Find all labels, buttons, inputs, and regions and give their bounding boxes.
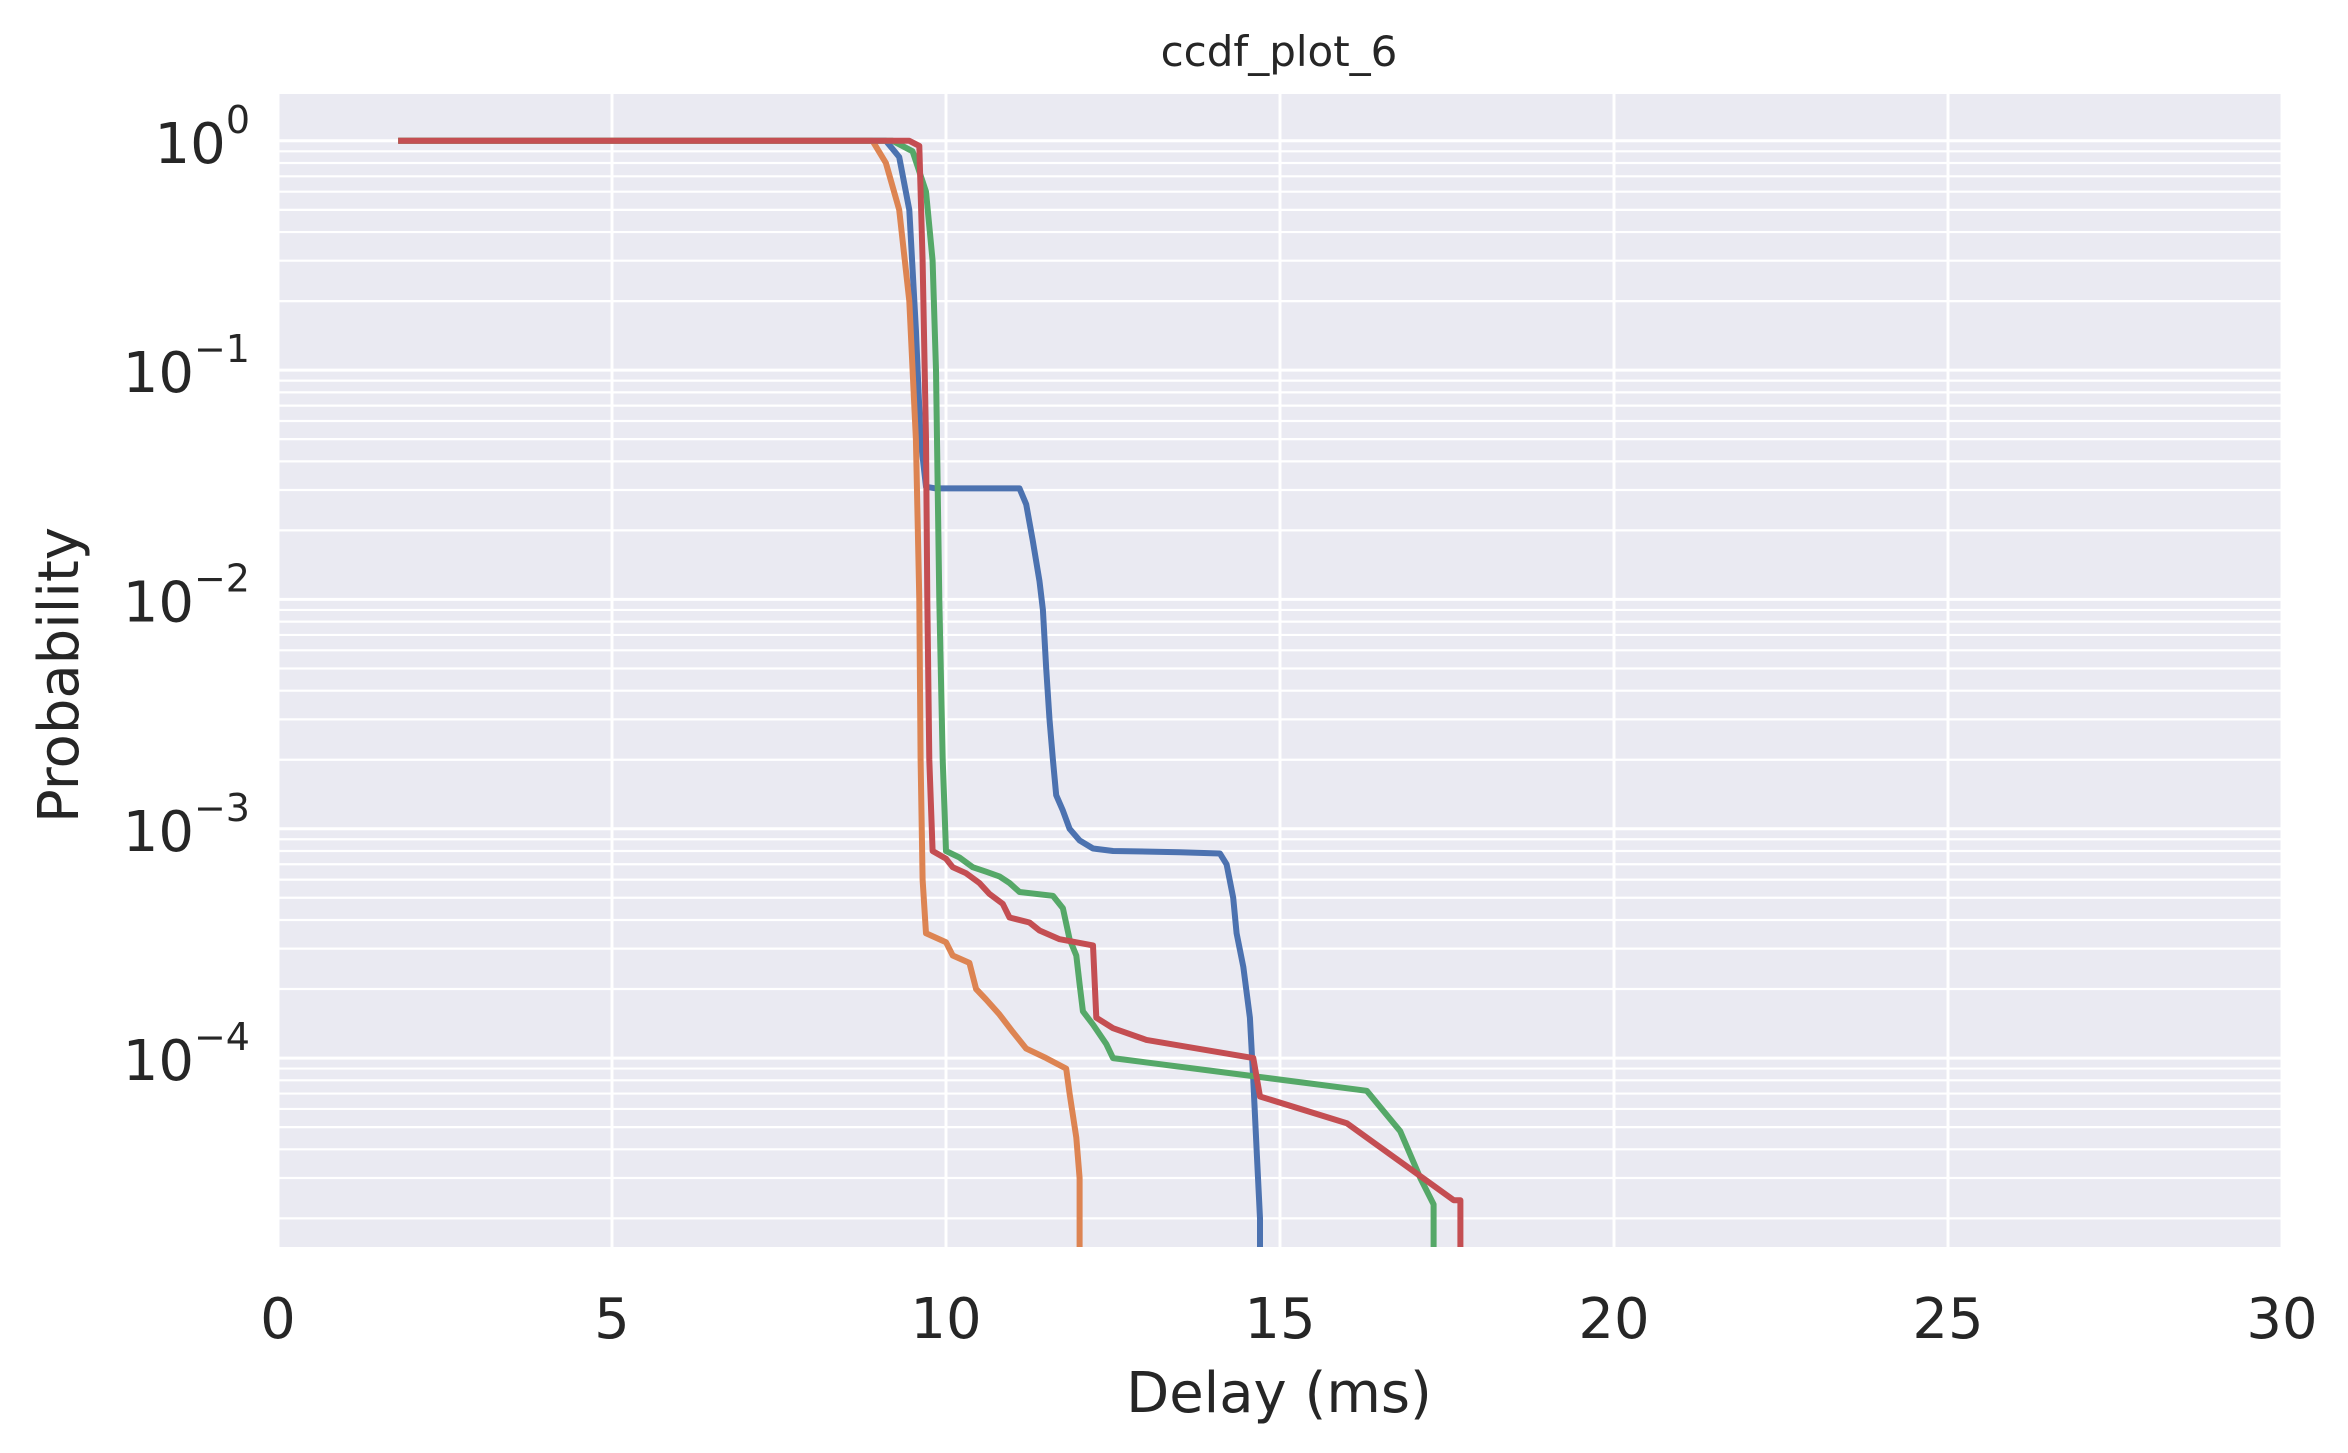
x-tick-label: 5 [594,1287,630,1352]
y-tick-label: 10−1 [123,327,250,406]
series-line-3 [398,137,1437,1247]
x-tick-label: 0 [260,1287,296,1352]
series-lines [398,137,1464,1247]
y-tick-label: 10−3 [123,786,250,865]
chart-title: ccdf_plot_6 [1161,27,1398,76]
x-tick-label: 25 [1912,1287,1983,1352]
series-line-4 [398,137,1464,1247]
y-tick-label: 10−2 [123,556,250,635]
y-tick-label: 100 [155,98,250,177]
series-line-1 [398,137,1263,1247]
y-tick-label: 10−4 [123,1015,250,1094]
x-tick-label: 30 [2246,1287,2317,1352]
series-line-2 [398,137,1083,1247]
x-tick-label: 20 [1578,1287,1649,1352]
x-tick-label: 10 [910,1287,981,1352]
x-axis-title: Delay (ms) [1126,1361,1432,1426]
x-tick-labels: 0 5 10 15 20 25 30 [260,1287,2317,1352]
x-tick-label: 15 [1244,1287,1315,1352]
y-axis-title: Probability [27,527,92,823]
y-tick-labels: 100 10−1 10−2 10−3 10−4 [123,98,250,1094]
